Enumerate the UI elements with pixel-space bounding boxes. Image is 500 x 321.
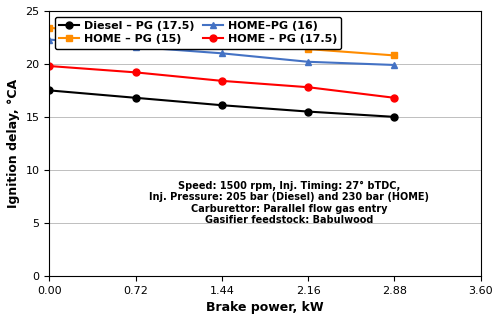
Text: Speed: 1500 rpm, Inj. Timing: 27° bTDC,
Inj. Pressure: 205 bar (Diesel) and 230 : Speed: 1500 rpm, Inj. Timing: 27° bTDC, … <box>149 180 429 225</box>
Y-axis label: Ignition delay, °CA: Ignition delay, °CA <box>7 79 20 208</box>
X-axis label: Brake power, kW: Brake power, kW <box>206 301 324 314</box>
Legend: Diesel – PG (17.5), HOME – PG (15), HOME–PG (16), HOME – PG (17.5): Diesel – PG (17.5), HOME – PG (15), HOME… <box>55 16 342 49</box>
